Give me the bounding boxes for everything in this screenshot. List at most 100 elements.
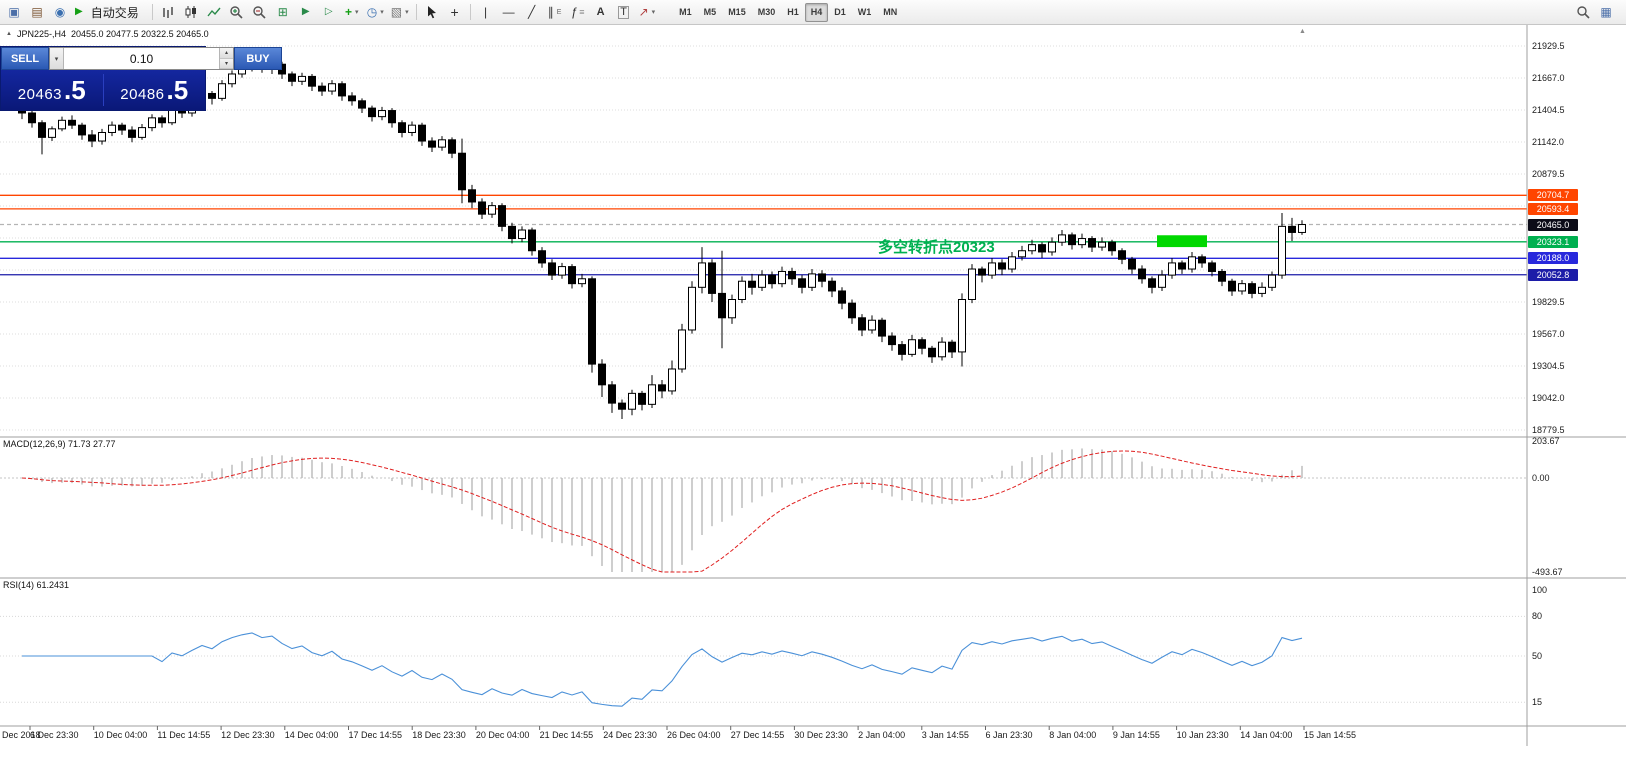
tile-windows-icon[interactable]: ⊞ (277, 5, 288, 19)
rsi-axis-label: 100 (1532, 585, 1548, 595)
volume-input[interactable] (64, 48, 219, 69)
ohlc-values: 20455.0 20477.5 20322.5 20465.0 (70, 29, 209, 39)
bar-chart-icon[interactable] (157, 2, 179, 23)
autotrading-icon: ▶ (75, 6, 83, 17)
timeframe-d1-button[interactable]: D1 (834, 7, 846, 17)
time-axis-label: 14 Jan 04:00 (1240, 730, 1293, 740)
templates-icon[interactable]: ▧ ▾ (390, 5, 409, 19)
data-window-icon[interactable]: ▦ (1600, 5, 1612, 19)
macd-label: MACD(12,26,9) 71.73 27.77 (3, 439, 116, 449)
time-axis-label: 3 Jan 14:55 (921, 730, 969, 740)
price-line-badge: 20188.0 (1528, 252, 1578, 265)
timeframe-m15-button[interactable]: M15 (728, 7, 746, 17)
timeframe-m5-button[interactable]: M5 (703, 7, 717, 17)
add-indicator-icon[interactable]: + ▾ (344, 5, 359, 19)
text-icon[interactable]: A (596, 5, 605, 18)
sell-price-main: 20463 (17, 86, 63, 103)
vertical-line-icon[interactable]: | (484, 5, 488, 19)
profiles-icon[interactable]: ◉ (54, 5, 66, 19)
price-line-badge: 20323.1 (1528, 235, 1578, 248)
time-axis-label: 10 Jan 23:30 (1176, 730, 1229, 740)
fibonacci-icon[interactable]: ƒ ≡ (570, 5, 585, 19)
timeframe-w1-button[interactable]: W1 (857, 7, 872, 17)
timeframe-mn-button[interactable]: MN (883, 7, 898, 17)
auto-scroll-icon[interactable]: ▶ (301, 6, 310, 17)
search-icon[interactable] (1572, 2, 1594, 23)
scroll-end-marker-icon: ▲ (1299, 28, 1306, 35)
time-axis-label: 30 Dec 23:30 (794, 730, 848, 740)
zoom-out-icon[interactable] (249, 2, 271, 23)
separator (415, 4, 417, 20)
crosshair-icon[interactable]: + (450, 4, 459, 20)
price-chart-panel[interactable] (0, 25, 1527, 437)
time-axis-label: 6 Dec 23:30 (30, 730, 79, 740)
time-axis-label: Dec 2018 (2, 730, 41, 740)
timeframe-m1-button[interactable]: M1 (679, 7, 692, 17)
timeframe-h4-button[interactable]: H4 (804, 2, 829, 22)
text-label-icon[interactable]: T (618, 5, 629, 19)
line-chart-icon[interactable] (203, 2, 225, 23)
price-line-badge: 20704.7 (1528, 189, 1578, 202)
volume-stepper: ▴ ▾ (219, 48, 233, 69)
rsi-axis-label: 15 (1532, 697, 1543, 708)
price-axis-label: 18779.5 (1532, 425, 1565, 435)
macd-panel[interactable] (0, 437, 1527, 578)
time-axis-label: 15 Jan 14:55 (1304, 730, 1357, 740)
price-axis-label: 19567.0 (1532, 329, 1565, 339)
volume-group: ▾ ▴ ▾ (49, 47, 234, 70)
timeframe-h1-button[interactable]: H1 (787, 7, 799, 17)
volume-dropdown-button[interactable]: ▾ (50, 48, 64, 69)
trendline-icon[interactable]: ╱ (527, 5, 536, 19)
buy-price-pips: .5 (166, 75, 189, 105)
equidistant-channel-icon[interactable]: ∥ E (547, 5, 562, 19)
time-axis-label: 17 Dec 14:55 (348, 730, 403, 740)
time-axis-label: 9 Jan 14:55 (1112, 730, 1160, 740)
macd-axis-label: 203.67 (1532, 436, 1560, 446)
time-axis-label: 27 Dec 14:55 (730, 730, 785, 740)
timeframe-m30-button[interactable]: M30 (757, 7, 776, 17)
sell-price[interactable]: 20463 .5 (1, 70, 103, 110)
price-divider (102, 74, 104, 106)
timeframe-group: M1 M5 M15 M30 H1 H4 D1 W1 MN (673, 2, 903, 22)
buy-button[interactable]: BUY (234, 47, 282, 70)
rsi-panel[interactable] (0, 578, 1527, 726)
rsi-axis-label: 50 (1532, 651, 1543, 661)
time-axis-label: 21 Dec 14:55 (539, 730, 594, 740)
app-icon[interactable]: ▣ (8, 5, 20, 19)
zoom-in-icon[interactable] (226, 2, 248, 23)
new-order-icon[interactable]: ▤ (31, 5, 43, 19)
horizontal-line-icon[interactable]: — (502, 5, 515, 19)
macd-axis-label: 0.00 (1532, 473, 1550, 483)
time-axis-label: 14 Dec 04:00 (284, 730, 339, 740)
turning-point-annotation: 多空转折点20323 (878, 239, 995, 256)
autotrading-label: 自动交易 (90, 5, 139, 20)
price-axis-label: 19829.5 (1532, 297, 1565, 307)
macd-axis-label: -493.67 (1532, 567, 1563, 577)
symbol-period-label: JPN225-,H4 (16, 29, 66, 39)
trade-panel-controls: SELL ▾ ▴ ▾ BUY (1, 47, 282, 70)
periods-icon[interactable]: ◷ ▾ (366, 5, 384, 19)
price-line-badge: 20465.0 (1528, 218, 1578, 231)
price-axis-label: 19304.5 (1532, 361, 1565, 371)
time-axis-label: 18 Dec 23:30 (412, 730, 466, 740)
chart-shift-icon[interactable]: ▷ (324, 6, 333, 17)
sell-button[interactable]: SELL (1, 47, 49, 70)
price-line-badge: 20593.4 (1528, 202, 1578, 215)
price-axis-label: 21929.5 (1532, 41, 1565, 51)
time-axis-label: 12 Dec 23:30 (221, 730, 275, 740)
time-axis-label: 26 Dec 04:00 (667, 730, 721, 740)
time-axis-label: 20 Dec 04:00 (475, 730, 530, 740)
candlestick-chart-icon[interactable] (180, 2, 202, 23)
buy-price[interactable]: 20486 .5 (104, 70, 206, 110)
volume-decrease-button[interactable]: ▾ (220, 58, 233, 69)
rsi-axis-label: 80 (1532, 611, 1543, 622)
price-axis-label: 21142.0 (1532, 137, 1564, 147)
arrows-icon[interactable]: ↗ ▾ (638, 5, 656, 19)
volume-increase-button[interactable]: ▴ (220, 48, 233, 59)
cursor-icon[interactable] (421, 2, 443, 23)
price-axis-label: 20879.5 (1532, 169, 1565, 179)
separator (151, 4, 153, 20)
time-axis-label: 10 Dec 04:00 (93, 730, 148, 740)
toolbar-right-group: ▦ (1572, 2, 1623, 23)
autotrading-button[interactable]: ▶ 自动交易 (72, 2, 148, 23)
